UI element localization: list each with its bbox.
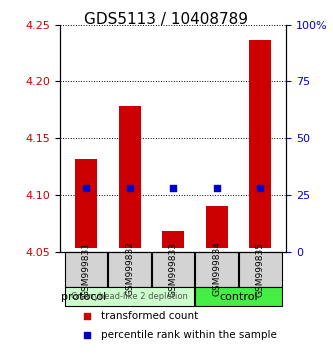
Point (170, 185, 176, 191)
Text: GSM999832: GSM999832 (125, 242, 134, 297)
Bar (75, 159, 97, 248)
Text: Grainyhead-like 2 depletion: Grainyhead-like 2 depletion (71, 292, 188, 301)
Text: protocol: protocol (61, 292, 106, 302)
FancyBboxPatch shape (108, 252, 151, 287)
Text: percentile rank within the sample: percentile rank within the sample (101, 330, 277, 340)
Bar (162, 231, 184, 248)
Point (83, 185, 89, 191)
Text: GDS5113 / 10408789: GDS5113 / 10408789 (85, 12, 248, 27)
FancyBboxPatch shape (195, 252, 238, 287)
FancyBboxPatch shape (239, 252, 282, 287)
FancyBboxPatch shape (195, 287, 282, 306)
Bar (119, 107, 141, 248)
FancyBboxPatch shape (65, 287, 194, 306)
Point (127, 185, 132, 191)
Text: control: control (219, 292, 258, 302)
Text: GSM999834: GSM999834 (212, 242, 221, 297)
FancyBboxPatch shape (65, 252, 108, 287)
Text: transformed count: transformed count (101, 311, 198, 321)
Point (214, 185, 219, 191)
FancyBboxPatch shape (152, 252, 194, 287)
Bar (206, 206, 227, 248)
Text: GSM999833: GSM999833 (168, 241, 178, 297)
Point (85, 313, 90, 319)
Text: GSM999835: GSM999835 (256, 241, 265, 297)
Point (85, 332, 90, 337)
Text: GSM999831: GSM999831 (82, 241, 91, 297)
Point (258, 185, 263, 191)
Bar (249, 40, 271, 248)
